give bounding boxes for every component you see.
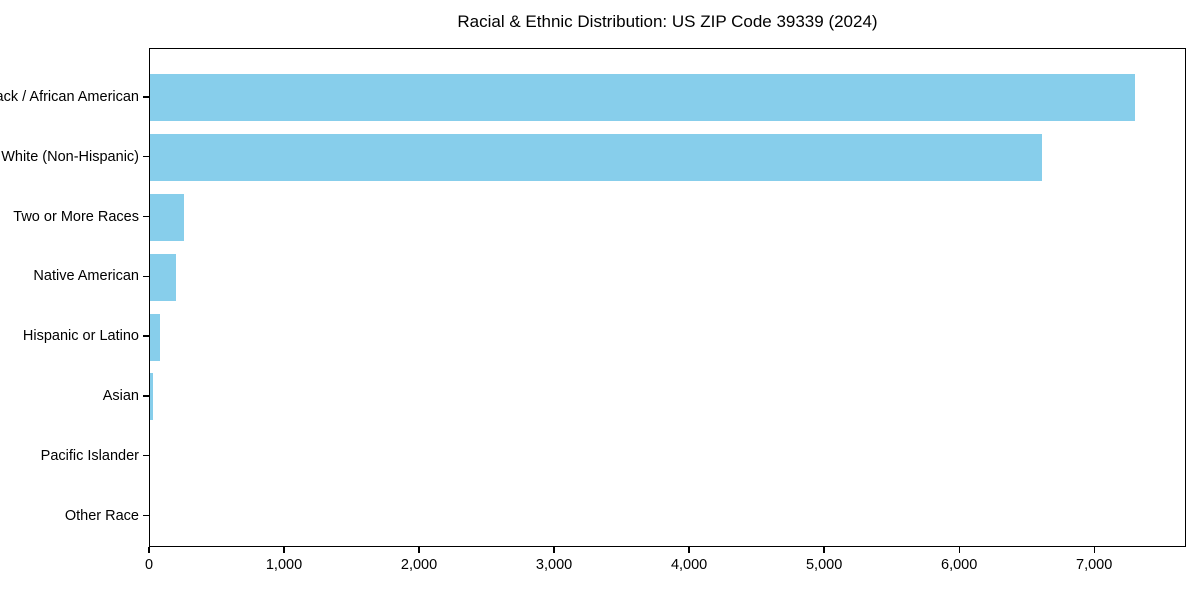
x-tick-label: 7,000 xyxy=(1076,557,1113,573)
bar xyxy=(150,313,161,361)
x-tick-label: 3,000 xyxy=(535,557,573,573)
x-tick-label: 2,000 xyxy=(400,557,438,573)
plot-area xyxy=(149,48,1186,547)
x-tick-mark xyxy=(688,547,690,553)
bar xyxy=(150,194,184,241)
y-tick-mark xyxy=(143,215,149,218)
chart-title: Racial & Ethnic Distribution: US ZIP Cod… xyxy=(457,12,878,31)
y-tick-mark xyxy=(143,395,149,397)
y-tick-mark xyxy=(143,275,149,277)
y-tick-label: White (Non-Hispanic) xyxy=(1,148,139,165)
y-tick-label: Other Race xyxy=(64,507,139,524)
y-tick-mark xyxy=(143,514,149,517)
x-tick-mark xyxy=(1093,547,1095,553)
bar xyxy=(150,253,176,301)
y-tick-label: Two or More Races xyxy=(13,208,139,225)
y-tick-mark xyxy=(143,156,149,158)
y-tick-label: Pacific Islander xyxy=(40,447,139,464)
x-tick-mark xyxy=(148,547,150,553)
x-tick-mark xyxy=(418,547,420,553)
y-tick-mark xyxy=(143,96,149,98)
x-tick-mark xyxy=(958,547,960,553)
x-tick-label: 1,000 xyxy=(265,557,303,573)
x-tick-mark xyxy=(283,547,285,553)
y-tick-label: Asian xyxy=(102,387,139,404)
y-tick-label: Black / African American xyxy=(0,88,139,105)
x-tick-label: 4,000 xyxy=(670,557,708,573)
y-tick-mark xyxy=(143,335,149,337)
bar xyxy=(150,134,1043,182)
x-tick-mark xyxy=(553,547,555,553)
x-tick-label: 5,000 xyxy=(805,557,843,573)
y-tick-mark xyxy=(143,455,149,457)
x-tick-label: 0 xyxy=(144,557,154,573)
bar xyxy=(150,74,1136,122)
y-tick-label: Hispanic or Latino xyxy=(22,328,139,345)
bar xyxy=(150,373,154,421)
x-tick-label: 6,000 xyxy=(941,557,978,573)
y-tick-label: Native American xyxy=(33,268,139,285)
x-tick-mark xyxy=(823,547,825,553)
